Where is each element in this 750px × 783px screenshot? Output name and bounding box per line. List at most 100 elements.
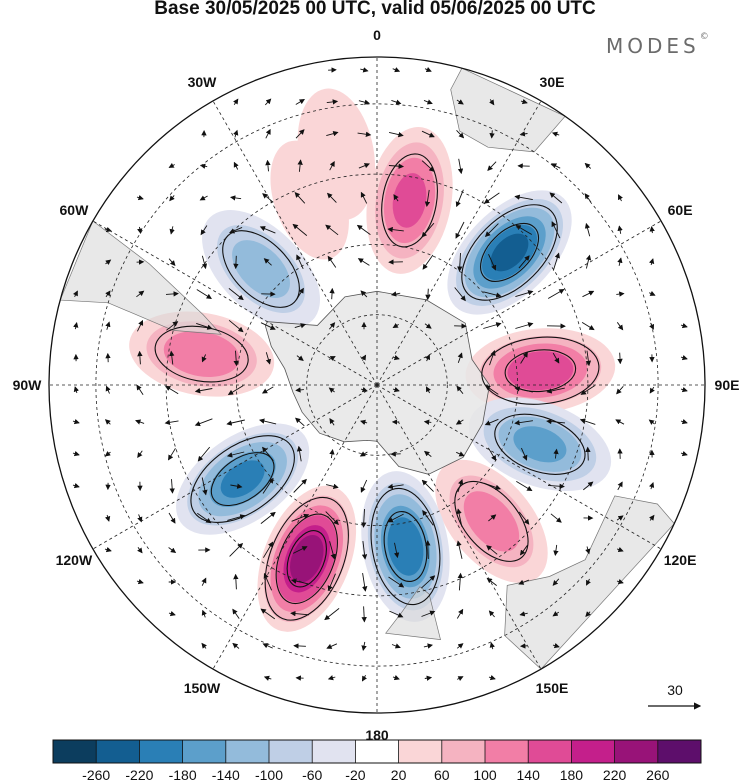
wind-arrow-icon — [423, 99, 433, 105]
wind-arrow-icon — [455, 221, 465, 239]
wind-arrow-icon — [457, 158, 464, 175]
wind-arrow-icon — [328, 356, 336, 361]
wind-arrow-icon — [616, 322, 624, 331]
meridian-line — [376, 384, 542, 670]
wind-arrow-icon — [585, 611, 591, 617]
longitude-label-90w: 90W — [13, 377, 43, 393]
wind-arrow-icon — [585, 254, 592, 269]
wind-arrow-icon — [425, 288, 431, 301]
wind-arrow-icon — [72, 451, 80, 457]
anomaly-level — [232, 240, 290, 298]
reference-vector-label: 30 — [667, 682, 683, 698]
wind-arrow-icon — [425, 386, 431, 394]
colorbar-swatch — [225, 740, 269, 763]
wind-arrow-icon — [263, 258, 272, 266]
wind-arrow-icon — [422, 509, 434, 526]
anomaly-center — [468, 397, 612, 492]
wind-arrow-icon — [421, 575, 436, 589]
copyright-icon: © — [699, 32, 709, 42]
wind-arrow-icon — [72, 290, 78, 298]
longitude-label-30w: 30W — [188, 74, 218, 90]
wind-arrow-icon — [329, 449, 335, 459]
wind-arrow-icon — [136, 195, 144, 201]
wind-arrow-icon — [456, 676, 464, 682]
contour-line — [454, 480, 529, 562]
wind-arrow-icon — [262, 477, 274, 494]
map-title: Base 30/05/2025 00 UTC, valid 05/06/2025… — [154, 0, 596, 19]
anomaly-level — [387, 517, 424, 576]
wind-arrow-icon — [483, 482, 501, 490]
wind-arrow-icon — [72, 483, 80, 489]
anomaly-center — [202, 210, 321, 329]
wind-arrow-icon — [553, 448, 559, 459]
meridian-line — [376, 384, 662, 550]
colorbar-tick-label: -140 — [212, 767, 240, 783]
wind-arrow-icon — [233, 161, 239, 170]
colorbar-swatch — [53, 740, 97, 763]
wind-arrow-icon — [329, 287, 335, 300]
wind-arrow-icon — [104, 419, 111, 425]
contour-line — [154, 325, 249, 383]
wind-arrow-icon — [456, 508, 463, 527]
colorbar-tick-label: 20 — [391, 767, 407, 783]
wind-arrow-icon — [327, 255, 337, 268]
wind-arrow-icon — [233, 350, 239, 367]
wind-arrow-icon — [329, 418, 335, 426]
wind-arrow-icon — [201, 577, 207, 586]
wind-arrow-icon — [196, 289, 212, 299]
wind-arrow-icon — [326, 643, 338, 649]
wind-arrow-icon — [457, 572, 463, 591]
wind-arrow-icon — [648, 419, 655, 425]
colorbar-swatch — [269, 740, 313, 763]
wind-arrow-icon — [296, 445, 303, 462]
wind-arrow-icon — [457, 352, 463, 363]
wind-arrow-icon — [359, 451, 368, 457]
contour-line — [275, 513, 338, 605]
modes-logo: MODES© — [606, 32, 709, 58]
wind-arrow-icon — [104, 451, 111, 457]
longitude-labels: 0 180 30E 60E 90E 120E 150E 150W 120W 90W 60W 30W — [13, 27, 740, 743]
contour-group — [461, 204, 558, 301]
wind-arrow-icon — [135, 419, 145, 425]
wind-arrow-icon — [585, 546, 591, 555]
wind-arrow-icon — [392, 67, 401, 73]
wind-arrow-icon — [584, 193, 592, 203]
wind-arrow-icon — [680, 323, 688, 329]
wind-arrow-icon — [262, 193, 274, 203]
wind-arrow-icon — [164, 419, 179, 426]
wind-arrow-icon — [326, 192, 337, 203]
wind-arrow-icon — [360, 419, 368, 425]
meridian-line — [376, 220, 662, 386]
meridian-line — [376, 100, 542, 386]
latitude-circle — [95, 103, 659, 667]
longitude-label-120w: 120W — [56, 552, 93, 568]
wind-arrow-icon — [294, 323, 307, 329]
map-disc — [49, 57, 705, 713]
colorbar-swatch — [657, 740, 701, 763]
wind-arrow-icon — [201, 354, 207, 363]
wind-arrow-icon — [137, 226, 143, 234]
wind-arrow-icon — [260, 511, 276, 524]
anomaly-center — [297, 88, 376, 221]
wind-arrow-icon — [358, 163, 370, 169]
colorbar-tick-label: -260 — [82, 767, 110, 783]
wind-arrow-icon — [292, 546, 308, 554]
wind-arrow-icon — [581, 322, 595, 331]
wind-arrow-icon — [389, 610, 404, 618]
wind-arrow-icon — [680, 355, 688, 361]
anomaly-level — [163, 331, 240, 377]
wind-arrow-icon — [580, 385, 595, 395]
wind-arrow-icon — [552, 643, 560, 649]
colorbar-swatch — [355, 740, 399, 763]
wind-arrow-icon — [520, 99, 528, 105]
anomaly-level — [392, 173, 427, 228]
wind-arrow-icon — [262, 643, 273, 649]
wind-arrow-icon — [584, 162, 592, 169]
wind-arrow-icon — [201, 609, 207, 618]
colorbar-tick-label: 140 — [517, 767, 541, 783]
wind-arrow-icon — [166, 321, 179, 331]
meridian-line — [212, 100, 378, 386]
wind-arrow-icon — [360, 290, 368, 298]
wind-arrow-icon — [552, 352, 560, 364]
wind-arrow-icon — [194, 418, 213, 427]
